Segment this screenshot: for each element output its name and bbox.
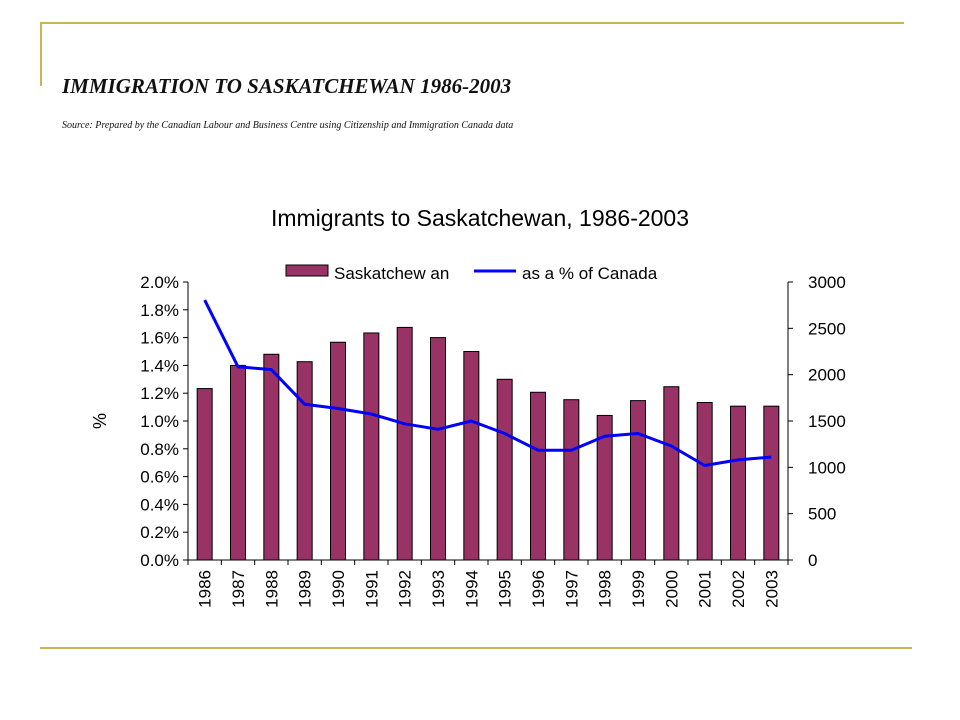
x-tick-label-1997: 1997	[562, 570, 581, 608]
bar-1989	[296, 361, 313, 561]
right-tick-label: 1000	[808, 458, 846, 477]
x-tick-label-1994: 1994	[462, 570, 481, 608]
slide-subtitle: Source: Prepared by the Canadian Labour …	[62, 120, 514, 131]
legend-line-label: as a % of Canada	[522, 264, 658, 283]
bar-1996	[530, 391, 546, 561]
x-tick-label-1991: 1991	[362, 570, 381, 608]
left-tick-label: 1.6%	[140, 329, 179, 348]
x-tick-label-1996: 1996	[529, 570, 548, 608]
left-axis-ticks: 0.0% 0.2% 0.4% 0.6% 0.8% 1.0% 1.2% 1.4% 1.6% 1.8%…	[140, 273, 188, 570]
x-tick-label-1989: 1989	[296, 570, 315, 608]
bar-1999	[630, 400, 646, 561]
x-tick-label-1988: 1988	[262, 570, 281, 608]
x-tick-label-2002: 2002	[729, 570, 748, 608]
bar-1988	[263, 353, 280, 561]
x-tick-label-1990: 1990	[329, 570, 348, 608]
y-axis-label: %	[90, 413, 110, 429]
bar-2003	[763, 405, 780, 561]
slide-title: IMMIGRATION TO SASKATCHEWAN 1986-2003	[62, 74, 512, 98]
x-tick-label-1993: 1993	[429, 570, 448, 608]
right-tick-label: 2500	[808, 319, 846, 338]
bar-1994	[463, 351, 480, 561]
x-tick-label-2003: 2003	[762, 570, 781, 608]
left-tick-label: 0.4%	[140, 495, 179, 514]
x-tick-label-1999: 1999	[629, 570, 648, 608]
x-tick-label-2001: 2001	[696, 570, 715, 608]
right-axis-ticks: 0 500 1000 1500 2000 2500 3000	[788, 273, 846, 570]
bar-1992	[396, 326, 413, 561]
left-tick-label: 2.0%	[140, 273, 179, 292]
top-rule	[40, 22, 904, 24]
bar-2001	[696, 401, 713, 561]
left-tick-label: 0.8%	[140, 440, 179, 459]
left-tick-label: 0.2%	[140, 523, 179, 542]
left-tick-label: 1.4%	[140, 356, 179, 375]
percent-of-canada-line	[203, 299, 772, 467]
left-rule	[40, 22, 42, 86]
line-series	[203, 299, 772, 467]
x-tick-label-1995: 1995	[496, 570, 515, 608]
bar-1993	[430, 337, 446, 561]
bottom-rule	[40, 647, 912, 649]
legend: Saskatchew an as a % of Canada	[285, 264, 658, 283]
bar-2002	[730, 405, 746, 561]
left-tick-label: 1.2%	[140, 384, 179, 403]
x-tick-label-2000: 2000	[662, 570, 681, 608]
bar-1991	[363, 332, 380, 561]
legend-bar-label: Saskatchew an	[334, 264, 449, 283]
chart-title: Immigrants to Saskatchewan, 1986-2003	[271, 205, 689, 231]
right-tick-label: 2000	[808, 366, 846, 385]
x-tick-label-1992: 1992	[396, 570, 415, 608]
bar-1986	[196, 388, 213, 561]
bar-2000	[663, 386, 680, 561]
right-tick-label: 500	[808, 505, 836, 524]
x-tick-label-1986: 1986	[196, 570, 215, 608]
bar-1987	[230, 364, 246, 561]
left-tick-label: 0.6%	[140, 468, 179, 487]
x-tick-label-1998: 1998	[596, 570, 615, 608]
bar-series	[196, 326, 780, 561]
left-tick-label: 1.0%	[140, 412, 179, 431]
left-tick-label: 1.8%	[140, 301, 179, 320]
bar-1995	[496, 378, 513, 561]
legend-bar-swatch	[285, 264, 329, 277]
x-tick-label-1987: 1987	[229, 570, 248, 608]
right-tick-label: 3000	[808, 273, 846, 292]
left-tick-label: 0.0%	[140, 551, 179, 570]
bar-1990	[330, 341, 346, 561]
x-axis-labels: 1986 1987 1988 1989 1990 1991 1992 1993 1994 1995…	[187, 560, 789, 608]
right-tick-label: 1500	[808, 412, 846, 431]
bar-1997	[563, 399, 580, 561]
right-tick-label: 0	[808, 551, 817, 570]
